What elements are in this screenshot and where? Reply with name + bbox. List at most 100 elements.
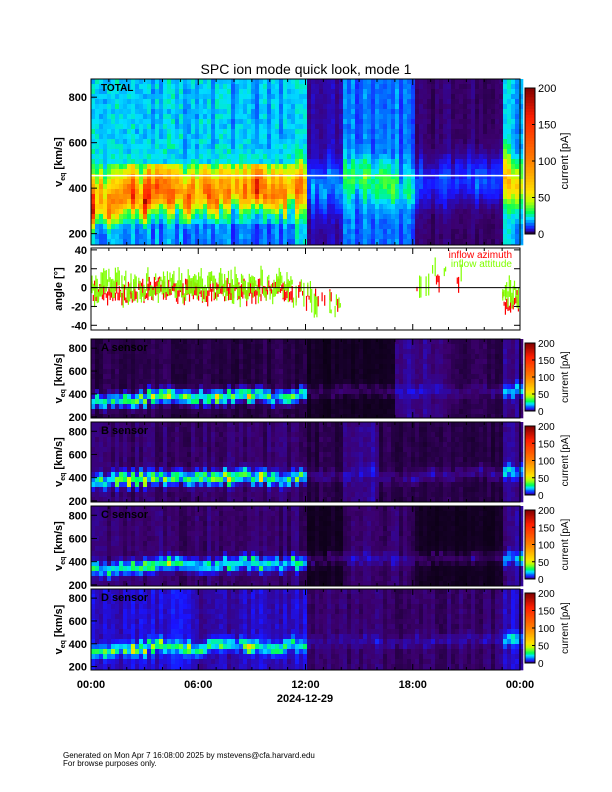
spectrogram-cell	[479, 104, 484, 110]
spectrogram-cell	[207, 399, 212, 405]
spectrogram-cell	[383, 224, 388, 230]
spectrogram-cell	[111, 79, 116, 85]
spectrogram-cell	[215, 124, 220, 130]
spectrogram-cell	[515, 234, 520, 240]
spectrogram-cell	[455, 174, 460, 180]
spectrogram-cell	[307, 94, 312, 100]
spectrogram-cell	[187, 379, 192, 385]
spectrogram-cell	[367, 204, 372, 210]
spectrogram-cell	[211, 139, 216, 145]
spectrogram-cell	[479, 144, 484, 150]
spectrogram-cell	[483, 169, 488, 175]
spectrogram-cell	[319, 104, 324, 110]
spectrogram-cell	[503, 114, 508, 120]
spectrogram-cell	[271, 214, 276, 220]
spectrogram-cell	[391, 219, 396, 225]
spectrogram-cell	[423, 214, 428, 220]
spectrogram-cell	[359, 349, 364, 355]
spectrogram-cell	[375, 374, 380, 380]
spectrogram-cell	[479, 224, 484, 230]
spectrogram-cell	[207, 384, 212, 390]
spectrogram-cell	[403, 184, 408, 190]
spectrogram-cell	[211, 104, 216, 110]
spectrogram-cell	[311, 199, 316, 205]
spectrogram-cell	[407, 219, 412, 225]
spectrogram-cell	[255, 124, 260, 130]
spectrogram-cell	[379, 409, 384, 415]
spectrogram-cell	[123, 219, 128, 225]
spectrogram-cell	[439, 224, 444, 230]
spectrogram-cell	[435, 194, 440, 200]
spectrogram-cell	[231, 374, 236, 380]
spectrogram-cell	[203, 209, 208, 215]
spectrogram-cell	[363, 99, 368, 105]
spectrogram-cell	[95, 174, 100, 180]
spectrogram-cell	[99, 359, 104, 365]
spectrogram-cell	[303, 134, 308, 140]
spectrogram-cell	[243, 219, 248, 225]
spectrogram-cell	[103, 369, 108, 375]
spectrogram-cell	[127, 124, 132, 130]
spectrogram-cell	[335, 339, 340, 345]
spectrogram-cell	[367, 119, 372, 125]
spectrogram-cell	[375, 189, 380, 195]
spectrogram-cell	[255, 119, 260, 125]
spectrogram-cell	[171, 199, 176, 205]
spectrogram-cell	[479, 239, 484, 245]
spectrogram-cell	[215, 219, 220, 225]
spectrogram-cell	[335, 79, 340, 85]
spectrogram-cell	[359, 344, 364, 350]
spectrogram-cell	[403, 219, 408, 225]
spectrogram-cell	[267, 349, 272, 355]
spectrogram-cell	[95, 214, 100, 220]
spectrogram-cell	[367, 194, 372, 200]
spectrogram-cell	[511, 204, 516, 210]
spectrogram-cell	[447, 229, 452, 235]
spectrogram-cell	[171, 394, 176, 400]
spectrogram-cell	[311, 374, 316, 380]
spectrogram-cell	[279, 89, 284, 95]
spectrogram-cell	[211, 224, 216, 230]
spectrogram-cell	[331, 374, 336, 380]
spectrogram-cell	[311, 109, 316, 115]
spectrogram-cell	[207, 174, 212, 180]
spectrogram-cell	[311, 194, 316, 200]
spectrogram-cell	[519, 244, 524, 246]
spectrogram-cell	[311, 84, 316, 90]
spectrogram-cell	[287, 219, 292, 225]
spectrogram-cell	[127, 94, 132, 100]
spectrogram-cell	[379, 339, 384, 345]
spectrogram-cell	[91, 374, 96, 380]
spectrogram-cell	[263, 379, 268, 385]
spectrogram-cell	[143, 354, 148, 360]
spectrogram-cell	[263, 399, 268, 405]
spectrogram-cell	[151, 219, 156, 225]
spectrogram-cell	[291, 164, 296, 170]
spectrogram-cell	[283, 219, 288, 225]
spectrogram-cell	[351, 184, 356, 190]
spectrogram-cell	[179, 229, 184, 235]
spectrogram-cell	[139, 144, 144, 150]
spectrogram-cell	[287, 359, 292, 365]
spectrogram-cell	[239, 124, 244, 130]
spectrogram-cell	[235, 169, 240, 175]
spectrogram-cell	[327, 209, 332, 215]
spectrogram-cell	[343, 114, 348, 120]
spectrogram-cell	[219, 119, 224, 125]
spectrogram-cell	[247, 99, 252, 105]
spectrogram-cell	[155, 179, 160, 185]
spectrogram-cell	[303, 399, 308, 405]
spectrogram-cell	[211, 414, 216, 419]
spectrogram-cell	[267, 359, 272, 365]
spectrogram-cell	[111, 214, 116, 220]
spectrogram-cell	[387, 129, 392, 135]
spectrogram-cell	[431, 129, 436, 135]
spectrogram-cell	[343, 94, 348, 100]
spectrogram-cell	[135, 339, 140, 345]
spectrogram-cell	[363, 189, 368, 195]
spectrogram-cell	[391, 184, 396, 190]
spectrogram-cell	[467, 89, 472, 95]
spectrogram-cell	[183, 174, 188, 180]
spectrogram-cell	[435, 209, 440, 215]
spectrogram-cell	[191, 169, 196, 175]
